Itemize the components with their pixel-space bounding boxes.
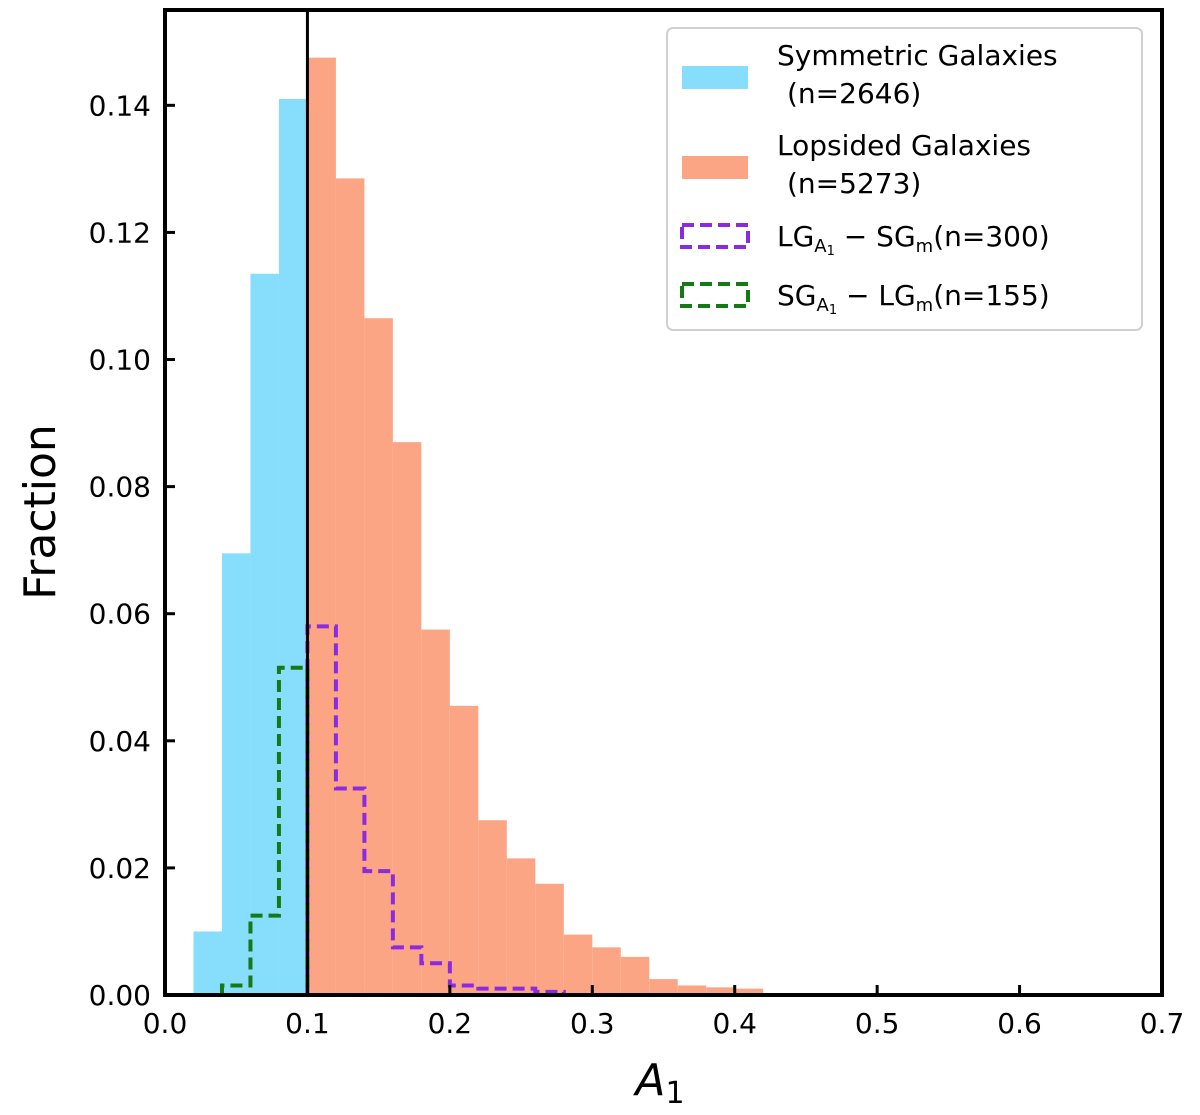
- legend-label-sg-minus-lg: SGA1 − LGm(n=155): [777, 279, 1050, 318]
- lopsided-bar-11: [620, 956, 650, 995]
- x-tick-label: 0.0: [143, 1007, 188, 1040]
- y-tick-label: 0.10: [89, 344, 151, 377]
- y-tick-label: 0.08: [89, 471, 151, 504]
- y-tick-label: 0.02: [89, 852, 151, 885]
- y-tick-label: 0.14: [89, 89, 151, 122]
- legend-swatch-lg-minus-sg: [680, 223, 750, 249]
- x-tick-label: 0.7: [1140, 1007, 1185, 1040]
- lopsided-bar-5: [449, 705, 479, 995]
- lopsided-bar-9: [563, 934, 593, 995]
- symmetric-bar-3: [278, 98, 308, 995]
- y-tick-label: 0.06: [89, 598, 151, 631]
- legend-swatch-symmetric: [682, 66, 748, 89]
- legend-label-lopsided-line1: Lopsided Galaxies: [777, 129, 1031, 162]
- symmetric-bar-1: [221, 553, 251, 995]
- lopsided-bar-14: [706, 987, 735, 995]
- x-tick-label: 0.4: [712, 1007, 757, 1040]
- y-axis-label: Fraction: [15, 424, 66, 600]
- legend-label-symmetric-line1: Symmetric Galaxies: [777, 39, 1058, 72]
- x-tick-label: 0.6: [997, 1007, 1042, 1040]
- x-axis-label: A1: [632, 1055, 684, 1111]
- y-tick-label: 0.00: [89, 979, 151, 1012]
- bars-layer: [193, 57, 1020, 996]
- lopsided-bar-15: [734, 988, 764, 995]
- legend-box: [666, 27, 1143, 331]
- steps-layer: [219, 624, 566, 995]
- lopsided-bar-0: [307, 57, 336, 995]
- lg-minus-sg-step-line: [305, 624, 566, 995]
- lopsided-bar-2: [364, 318, 393, 995]
- axis-ticks: 0.0 0.1 0.2 0.3 0.4 0.5 0.6 0.7 0.00 0.02 0.04 0.06…: [89, 89, 1185, 1040]
- legend-label-lopsided-line2: (n=5273): [787, 167, 921, 200]
- lopsided-bar-3: [392, 442, 422, 995]
- y-tick-label: 0.04: [89, 725, 151, 758]
- legend-label-lg-minus-sg: LGA1 − SGm(n=300): [777, 220, 1050, 259]
- legend-swatch-lopsided: [682, 156, 748, 179]
- lopsided-bar-13: [677, 985, 707, 995]
- lopsided-bar-12: [649, 979, 678, 995]
- symmetric-bar-2: [250, 273, 279, 995]
- plot-frame: [163, 8, 1164, 997]
- lopsided-bar-7: [506, 858, 536, 995]
- symmetric-bar-0: [193, 931, 222, 995]
- x-tick-label: 0.2: [428, 1007, 473, 1040]
- legend-swatch-sg-minus-lg: [680, 282, 750, 308]
- x-tick-label: 0.1: [285, 1007, 330, 1040]
- lopsided-bar-4: [421, 629, 450, 995]
- legend-label-symmetric-line2: (n=2646): [787, 77, 921, 110]
- lopsided-bar-8: [535, 883, 564, 995]
- legend: Symmetric Galaxies (n=2646) Lopsided Gal…: [666, 27, 1143, 331]
- lopsided-bar-6: [478, 820, 507, 995]
- x-tick-label: 0.3: [570, 1007, 615, 1040]
- x-tick-label: 0.5: [855, 1007, 900, 1040]
- sg-minus-lg-step-line: [219, 665, 310, 995]
- lopsided-bar-10: [592, 947, 621, 995]
- y-tick-label: 0.12: [89, 216, 151, 249]
- lopsided-bar-1: [335, 178, 365, 996]
